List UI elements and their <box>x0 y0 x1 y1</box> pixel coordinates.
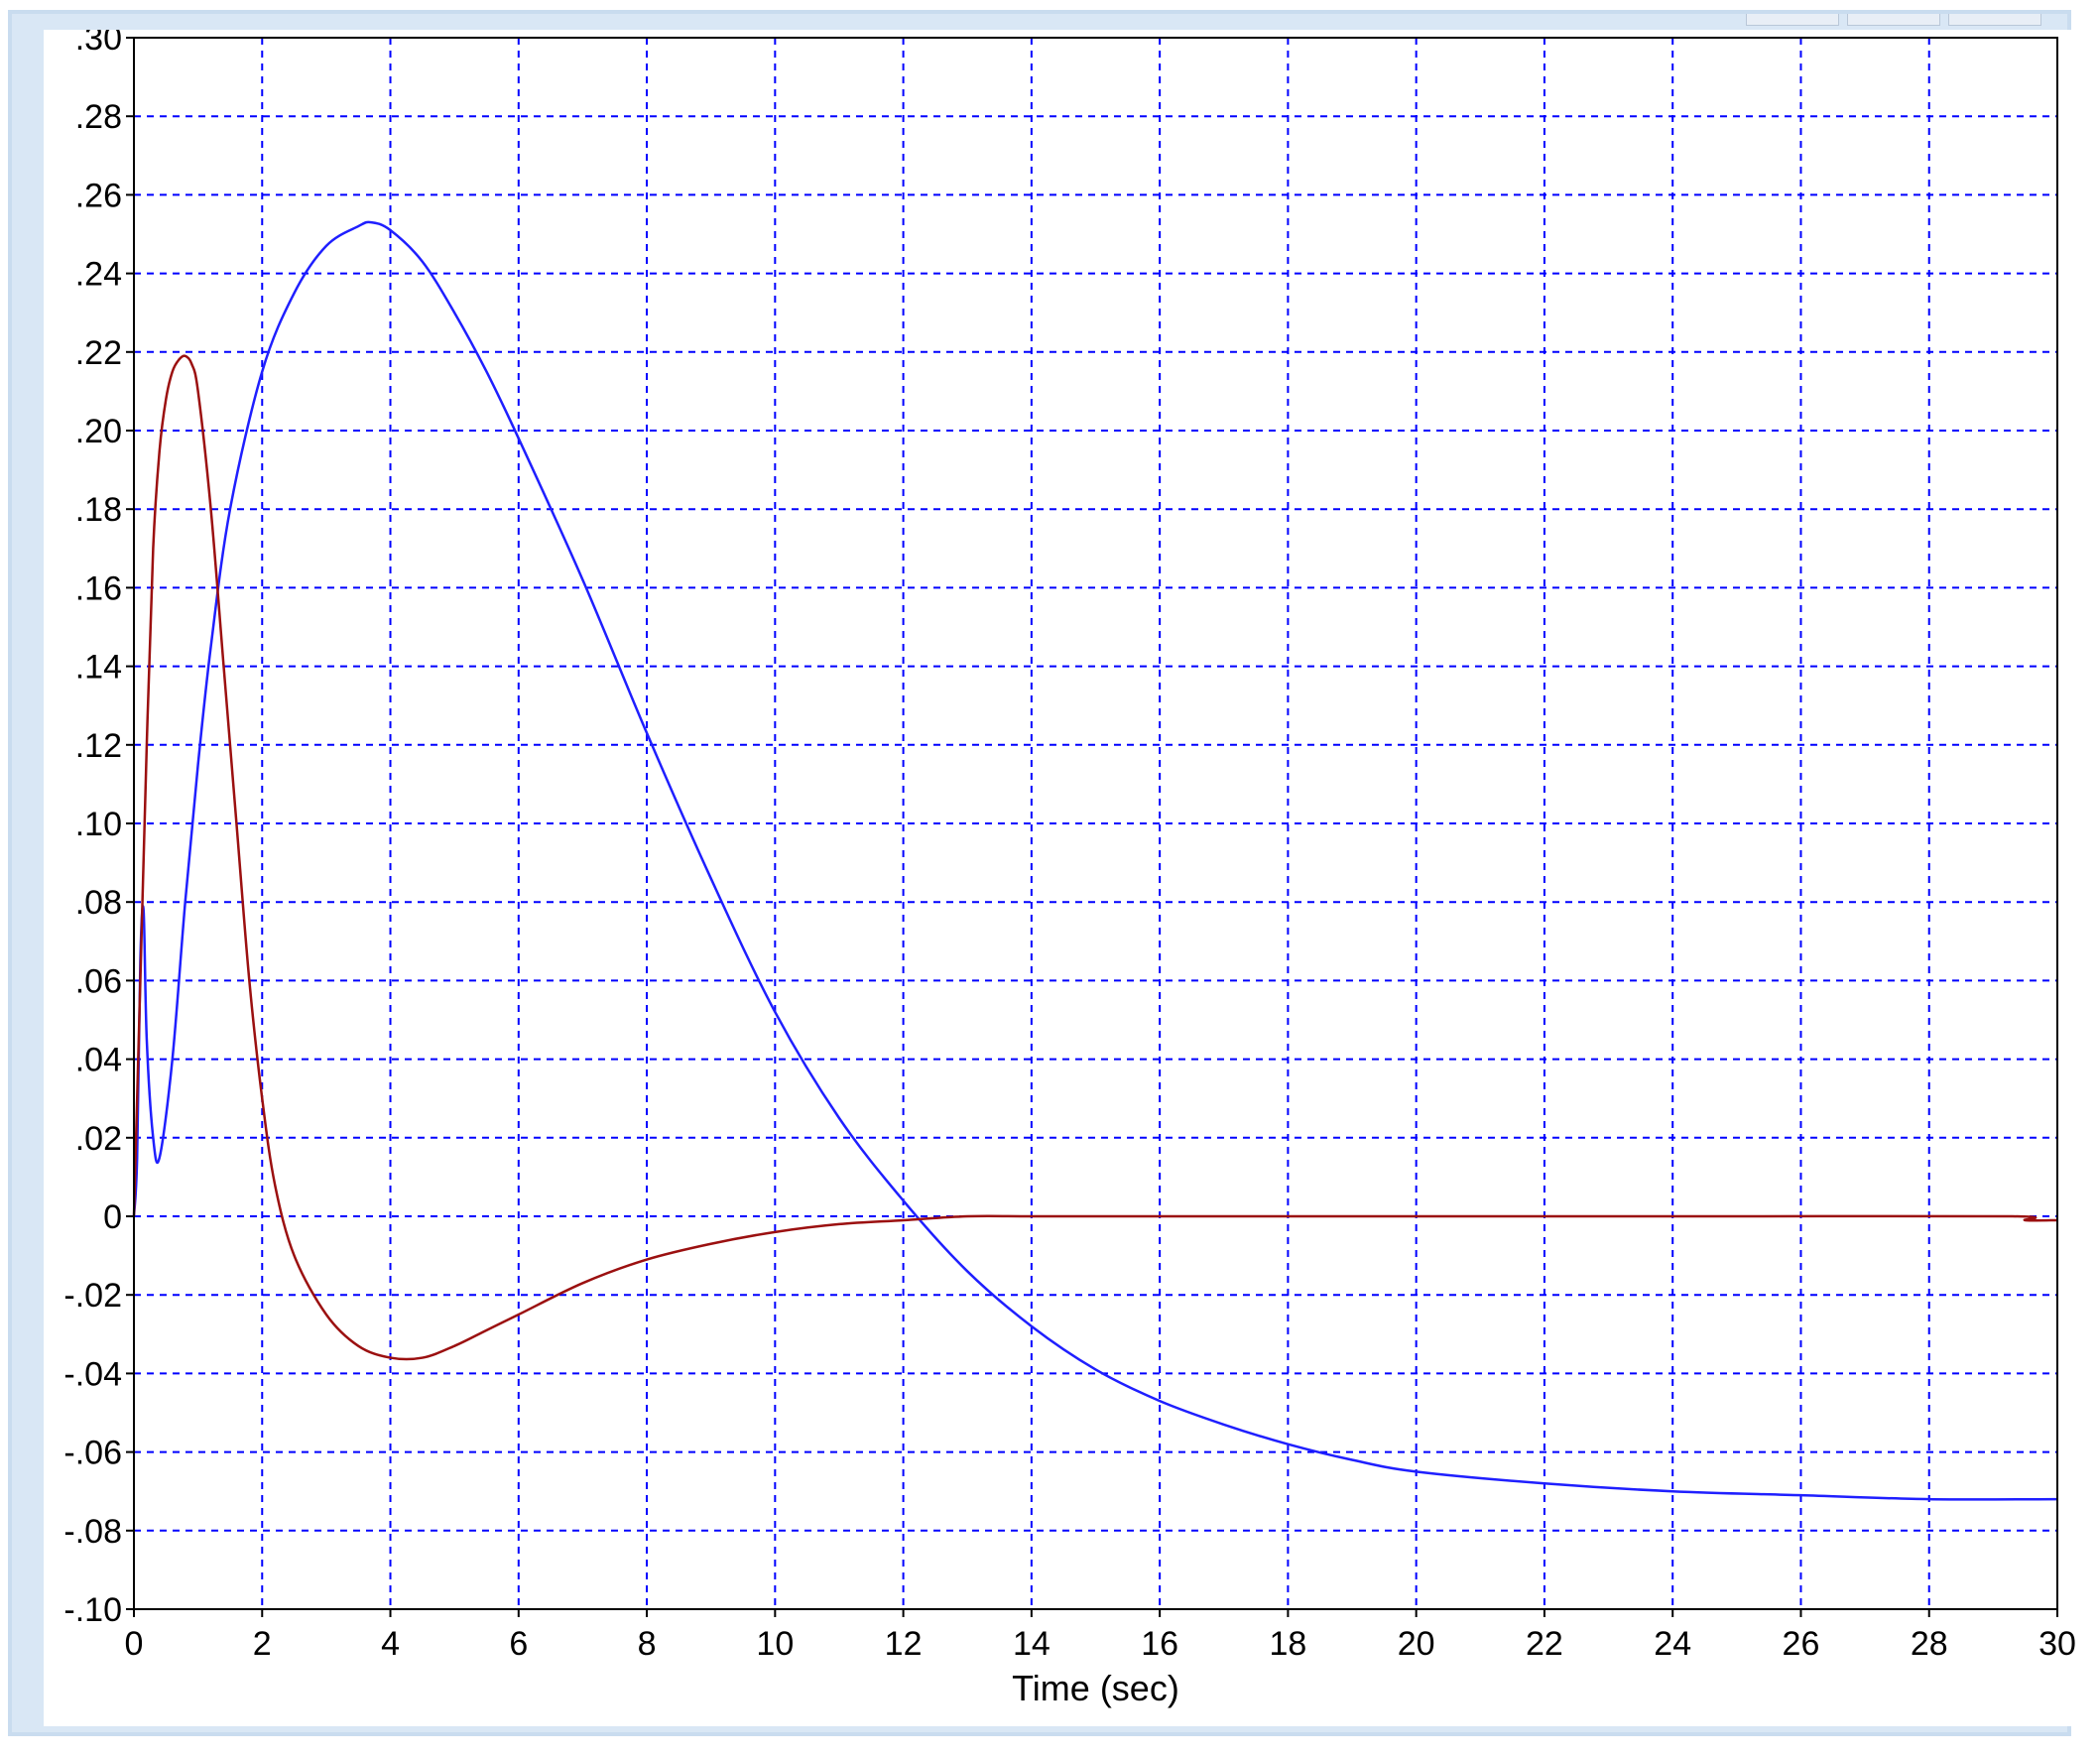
x-tick-label: 16 <box>1141 1625 1178 1663</box>
x-tick-label: 14 <box>1013 1625 1050 1663</box>
x-tick-label: 4 <box>381 1625 400 1663</box>
maximize-button[interactable] <box>1847 14 1940 26</box>
y-tick-label: .20 <box>75 413 122 450</box>
x-axis-label: Time (sec) <box>1012 1668 1179 1708</box>
window-controls <box>1746 14 2041 28</box>
y-tick-label: .26 <box>75 177 122 214</box>
x-tick-label: 18 <box>1269 1625 1306 1663</box>
y-tick-label: .22 <box>75 334 122 372</box>
y-tick-label: .12 <box>75 727 122 765</box>
series-line-1 <box>132 220 2058 1501</box>
y-tick-label: .10 <box>75 806 122 843</box>
series-line-2 <box>132 354 2058 1361</box>
x-tick-label: 30 <box>2038 1625 2076 1663</box>
y-tick-label: .14 <box>75 649 122 687</box>
y-tick-label: .02 <box>75 1120 122 1158</box>
grid-layer <box>134 38 2057 1609</box>
y-tick-label: -.10 <box>63 1591 122 1629</box>
close-button[interactable] <box>1948 14 2041 26</box>
x-tick-label: 22 <box>1526 1625 1563 1663</box>
y-tick-label: .18 <box>75 491 122 529</box>
x-tick-label: 2 <box>253 1625 272 1663</box>
x-tick-label: 20 <box>1398 1625 1435 1663</box>
y-tick-label: .06 <box>75 962 122 1000</box>
y-tick-label: -.04 <box>63 1355 122 1393</box>
line-chart: 0 2 4 6 8 10 12 14 16 18 20 22 24 26 28 30 .30.28.26.24… <box>63 20 2076 1708</box>
y-tick-label: .28 <box>75 98 122 136</box>
x-tick-label: 24 <box>1654 1625 1691 1663</box>
x-tick-label: 28 <box>1911 1625 1948 1663</box>
y-tick-label: 0 <box>103 1198 122 1236</box>
x-tick-label: 0 <box>125 1625 144 1663</box>
y-tick-label: -.02 <box>63 1277 122 1315</box>
x-tick-label: 12 <box>885 1625 923 1663</box>
y-tick-label: .08 <box>75 884 122 922</box>
x-tick-label: 10 <box>756 1625 794 1663</box>
y-tick-label: .30 <box>75 30 122 58</box>
y-tick-label: .24 <box>75 256 122 294</box>
y-tick-label: .04 <box>75 1042 122 1079</box>
y-tick-label: -.06 <box>63 1435 122 1472</box>
y-tick-label: -.08 <box>63 1513 122 1551</box>
x-tick-label: 6 <box>509 1625 528 1663</box>
x-axis-ticks: 0 2 4 6 8 10 12 14 16 18 20 22 24 26 28 30 <box>125 1609 2076 1663</box>
x-tick-label: 26 <box>1783 1625 1820 1663</box>
plot-panel: 0 2 4 6 8 10 12 14 16 18 20 22 24 26 28 30 .30.28.26.24… <box>44 20 2077 1726</box>
series-layer <box>132 220 2058 1501</box>
chart-window-frame: 0 2 4 6 8 10 12 14 16 18 20 22 24 26 28 30 .30.28.26.24… <box>8 10 2077 1736</box>
x-tick-label: 8 <box>638 1625 657 1663</box>
y-axis-ticks: .30 .28 .26 .24 .22 .20 .18 .16 .14 .12 .10 .08 .06.… <box>63 20 134 1629</box>
y-tick-label: .16 <box>75 569 122 607</box>
minimize-button[interactable] <box>1746 14 1839 26</box>
